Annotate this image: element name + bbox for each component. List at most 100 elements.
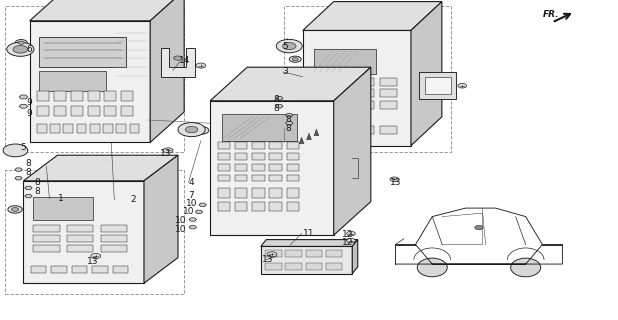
FancyBboxPatch shape <box>286 251 302 257</box>
FancyBboxPatch shape <box>379 89 397 97</box>
FancyBboxPatch shape <box>112 266 129 273</box>
FancyBboxPatch shape <box>218 175 230 181</box>
FancyBboxPatch shape <box>121 106 133 116</box>
FancyBboxPatch shape <box>314 49 376 74</box>
Text: 13: 13 <box>160 149 171 158</box>
FancyBboxPatch shape <box>67 235 93 242</box>
FancyBboxPatch shape <box>286 263 302 269</box>
Circle shape <box>15 40 27 46</box>
Text: 3: 3 <box>282 68 289 76</box>
Polygon shape <box>411 2 442 146</box>
FancyBboxPatch shape <box>235 153 247 160</box>
FancyBboxPatch shape <box>67 225 93 232</box>
Polygon shape <box>30 0 184 21</box>
FancyBboxPatch shape <box>103 124 113 133</box>
Polygon shape <box>314 129 319 136</box>
FancyBboxPatch shape <box>121 91 133 101</box>
Text: 2: 2 <box>130 196 136 204</box>
FancyBboxPatch shape <box>269 188 282 197</box>
Circle shape <box>163 148 173 153</box>
FancyBboxPatch shape <box>379 126 397 134</box>
FancyBboxPatch shape <box>104 91 116 101</box>
Text: 11: 11 <box>303 229 315 238</box>
FancyBboxPatch shape <box>88 106 99 116</box>
FancyBboxPatch shape <box>51 266 67 273</box>
Text: 10: 10 <box>186 199 197 208</box>
FancyBboxPatch shape <box>33 197 93 220</box>
Polygon shape <box>299 137 304 144</box>
Text: 8: 8 <box>273 104 279 113</box>
Circle shape <box>18 41 24 44</box>
Polygon shape <box>276 97 283 100</box>
Text: 10: 10 <box>176 225 187 234</box>
Text: 6: 6 <box>27 45 33 54</box>
Polygon shape <box>19 104 28 108</box>
FancyBboxPatch shape <box>64 124 73 133</box>
FancyBboxPatch shape <box>67 245 93 252</box>
Circle shape <box>390 177 399 181</box>
Text: 8: 8 <box>34 178 40 187</box>
Circle shape <box>282 43 296 50</box>
FancyBboxPatch shape <box>269 142 282 149</box>
Circle shape <box>8 206 22 213</box>
FancyBboxPatch shape <box>37 106 49 116</box>
Text: 5: 5 <box>282 42 289 51</box>
FancyBboxPatch shape <box>218 153 230 160</box>
FancyBboxPatch shape <box>425 77 451 94</box>
FancyBboxPatch shape <box>334 78 352 86</box>
FancyBboxPatch shape <box>40 36 126 67</box>
FancyBboxPatch shape <box>72 266 87 273</box>
FancyBboxPatch shape <box>235 164 247 171</box>
FancyBboxPatch shape <box>218 164 230 171</box>
FancyBboxPatch shape <box>37 124 46 133</box>
Polygon shape <box>210 101 334 235</box>
FancyBboxPatch shape <box>252 202 265 211</box>
Circle shape <box>3 144 28 157</box>
Polygon shape <box>150 0 184 142</box>
FancyBboxPatch shape <box>357 89 375 97</box>
Polygon shape <box>352 240 358 274</box>
Text: 14: 14 <box>179 56 190 65</box>
FancyBboxPatch shape <box>50 124 60 133</box>
FancyBboxPatch shape <box>287 188 299 197</box>
Polygon shape <box>189 218 197 221</box>
Polygon shape <box>23 155 178 181</box>
Polygon shape <box>15 177 22 180</box>
Polygon shape <box>276 105 283 108</box>
FancyBboxPatch shape <box>104 106 116 116</box>
FancyBboxPatch shape <box>357 78 375 86</box>
Text: 8: 8 <box>286 124 292 133</box>
FancyBboxPatch shape <box>334 89 352 97</box>
Polygon shape <box>261 240 358 246</box>
FancyBboxPatch shape <box>306 263 322 269</box>
FancyBboxPatch shape <box>70 91 83 101</box>
FancyBboxPatch shape <box>235 188 247 197</box>
Circle shape <box>458 84 467 88</box>
FancyBboxPatch shape <box>334 101 352 109</box>
FancyBboxPatch shape <box>40 71 106 91</box>
Polygon shape <box>261 246 352 274</box>
Text: 13: 13 <box>390 178 401 187</box>
FancyBboxPatch shape <box>33 245 59 252</box>
Text: 8: 8 <box>273 95 279 104</box>
FancyBboxPatch shape <box>77 124 87 133</box>
FancyBboxPatch shape <box>311 126 329 134</box>
Text: 7: 7 <box>188 191 195 200</box>
Text: 12: 12 <box>342 238 353 247</box>
Polygon shape <box>30 21 150 142</box>
Text: FR.: FR. <box>543 10 559 19</box>
Polygon shape <box>303 2 442 30</box>
Circle shape <box>185 126 198 133</box>
Polygon shape <box>144 155 178 283</box>
Circle shape <box>267 252 277 257</box>
FancyBboxPatch shape <box>265 263 282 269</box>
Text: 13: 13 <box>87 257 98 266</box>
FancyBboxPatch shape <box>287 142 299 149</box>
Text: 4: 4 <box>188 178 195 187</box>
Polygon shape <box>334 67 371 235</box>
Circle shape <box>194 126 209 134</box>
FancyBboxPatch shape <box>287 153 299 160</box>
Text: 9: 9 <box>27 98 33 107</box>
Circle shape <box>91 253 101 259</box>
Polygon shape <box>19 95 28 99</box>
